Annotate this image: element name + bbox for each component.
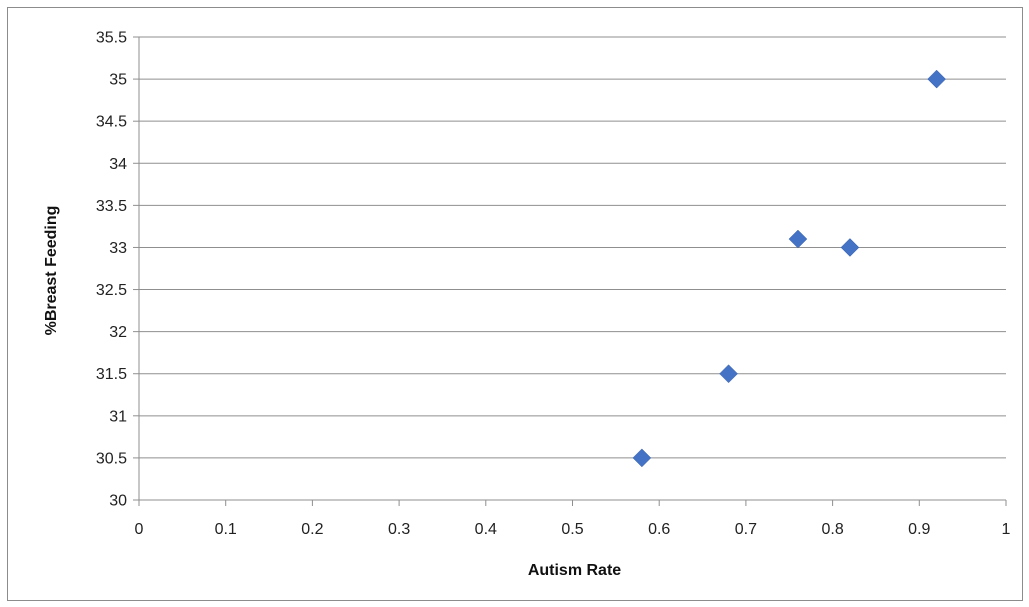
data-point-diamond: [840, 238, 860, 257]
gridlines: [139, 36, 1006, 459]
y-tick-label: 34: [109, 156, 127, 173]
x-axis-title: Autism Rate: [528, 562, 621, 579]
y-tick-label: 34.5: [96, 114, 127, 131]
axes: [133, 36, 1007, 506]
data-point-diamond: [719, 364, 738, 384]
x-tick-label: 0.8: [821, 521, 843, 538]
x-tick-label: 0.5: [561, 521, 583, 538]
x-tick-label: 0.6: [648, 521, 670, 538]
x-tick-labels: 0 0.1 0.2 0.3 0.4 0.5 0.6 0.7 0.8 0.9 1: [135, 521, 1011, 538]
y-tick-label: 33: [109, 240, 127, 257]
y-tick-labels: 30 30.5 31 31.5 32 32.5 33 33.5 34 34.5 35 35.5: [96, 30, 127, 510]
x-tick-label: 0.9: [908, 521, 930, 538]
data-points: [632, 69, 946, 468]
data-point-diamond: [632, 448, 652, 468]
y-tick-label: 32: [109, 324, 127, 341]
chart-frame: [7, 7, 1023, 601]
data-point-diamond: [788, 229, 808, 249]
y-tick-label: 30.5: [96, 450, 127, 467]
y-tick-label: 30: [109, 493, 127, 510]
y-tick-label: 32.5: [96, 282, 127, 299]
y-tick-label: 35.5: [96, 30, 127, 47]
y-tick-label: 31.5: [96, 366, 127, 383]
x-tick-label: 0.3: [388, 521, 410, 538]
y-tick-label: 33.5: [96, 198, 127, 215]
y-tick-label: 31: [109, 408, 127, 425]
x-tick-label: 0.1: [215, 521, 237, 538]
x-tick-label: 0.4: [475, 521, 497, 538]
x-tick-label: 0.7: [735, 521, 757, 538]
x-tick-label: 0.2: [301, 521, 323, 538]
data-point-diamond: [927, 69, 946, 89]
y-axis-title: %Breast Feeding: [43, 206, 60, 336]
x-tick-label: 0: [135, 521, 144, 538]
x-tick-label: 1: [1002, 521, 1011, 538]
y-tick-label: 35: [109, 72, 127, 89]
